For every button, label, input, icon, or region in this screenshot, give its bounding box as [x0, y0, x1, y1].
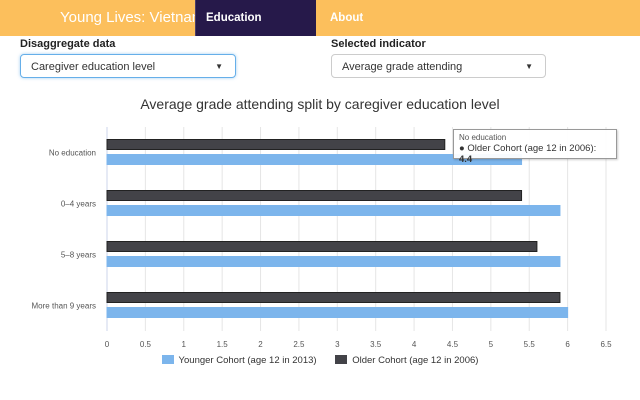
tooltip-series: Older Cohort (age 12 in 2006) — [467, 143, 594, 154]
legend-item-older[interactable]: Older Cohort (age 12 in 2006) — [335, 355, 478, 366]
bar — [106, 205, 561, 216]
disaggregate-value: Caregiver education level — [31, 61, 156, 73]
y-tick-label: No education — [49, 149, 96, 158]
disaggregate-label: Disaggregate data — [20, 38, 116, 50]
x-tick-label: 0 — [105, 340, 110, 349]
x-tick-label: 5 — [489, 340, 494, 349]
x-tick-label: 5.5 — [524, 340, 536, 349]
y-tick-label: 5–8 years — [61, 251, 96, 260]
x-tick-label: 3 — [335, 340, 340, 349]
tab-about[interactable]: About — [330, 12, 364, 24]
x-tick-label: 3.5 — [370, 340, 382, 349]
x-tick-label: 6.5 — [600, 340, 612, 349]
y-tick-label: More than 9 years — [32, 302, 96, 311]
tooltip: No education ● Older Cohort (age 12 in 2… — [453, 129, 617, 165]
brand[interactable]: Young Lives: Vietnam — [60, 9, 205, 26]
x-tick-label: 2 — [258, 340, 263, 349]
x-tick-label: 4 — [412, 340, 417, 349]
legend-item-younger[interactable]: Younger Cohort (age 12 in 2013) — [161, 355, 317, 366]
caret-down-icon: ▼ — [215, 62, 223, 71]
disaggregate-select[interactable]: Caregiver education level ▼ — [20, 54, 236, 78]
bar — [106, 307, 569, 318]
chart-title: Average grade attending split by caregiv… — [140, 96, 500, 112]
indicator-label: Selected indicator — [331, 38, 426, 50]
caret-down-icon: ▼ — [525, 62, 533, 71]
x-tick-label: 2.5 — [293, 340, 305, 349]
navbar: Young Lives: Vietnam Education Compariso… — [0, 0, 640, 60]
tab-education-comparison[interactable]: Education Comparison — [195, 0, 316, 60]
bar — [106, 154, 523, 165]
bar — [106, 139, 446, 150]
x-tick-label: 6 — [565, 340, 570, 349]
legend: Younger Cohort (age 12 in 2013) Older Co… — [0, 355, 640, 366]
tooltip-value: 4.4 — [459, 154, 473, 165]
x-tick-label: 0.5 — [140, 340, 152, 349]
x-tick-label: 4.5 — [447, 340, 459, 349]
tooltip-header: No education — [459, 133, 507, 142]
bar — [106, 190, 523, 201]
bar — [106, 256, 561, 267]
x-tick-label: 1.5 — [217, 340, 229, 349]
bar — [106, 292, 561, 303]
indicator-value: Average grade attending — [342, 61, 463, 73]
indicator-select[interactable]: Average grade attending ▼ — [331, 54, 546, 78]
x-tick-label: 1 — [182, 340, 187, 349]
bar — [106, 241, 538, 252]
y-tick-label: 0–4 years — [61, 200, 96, 209]
